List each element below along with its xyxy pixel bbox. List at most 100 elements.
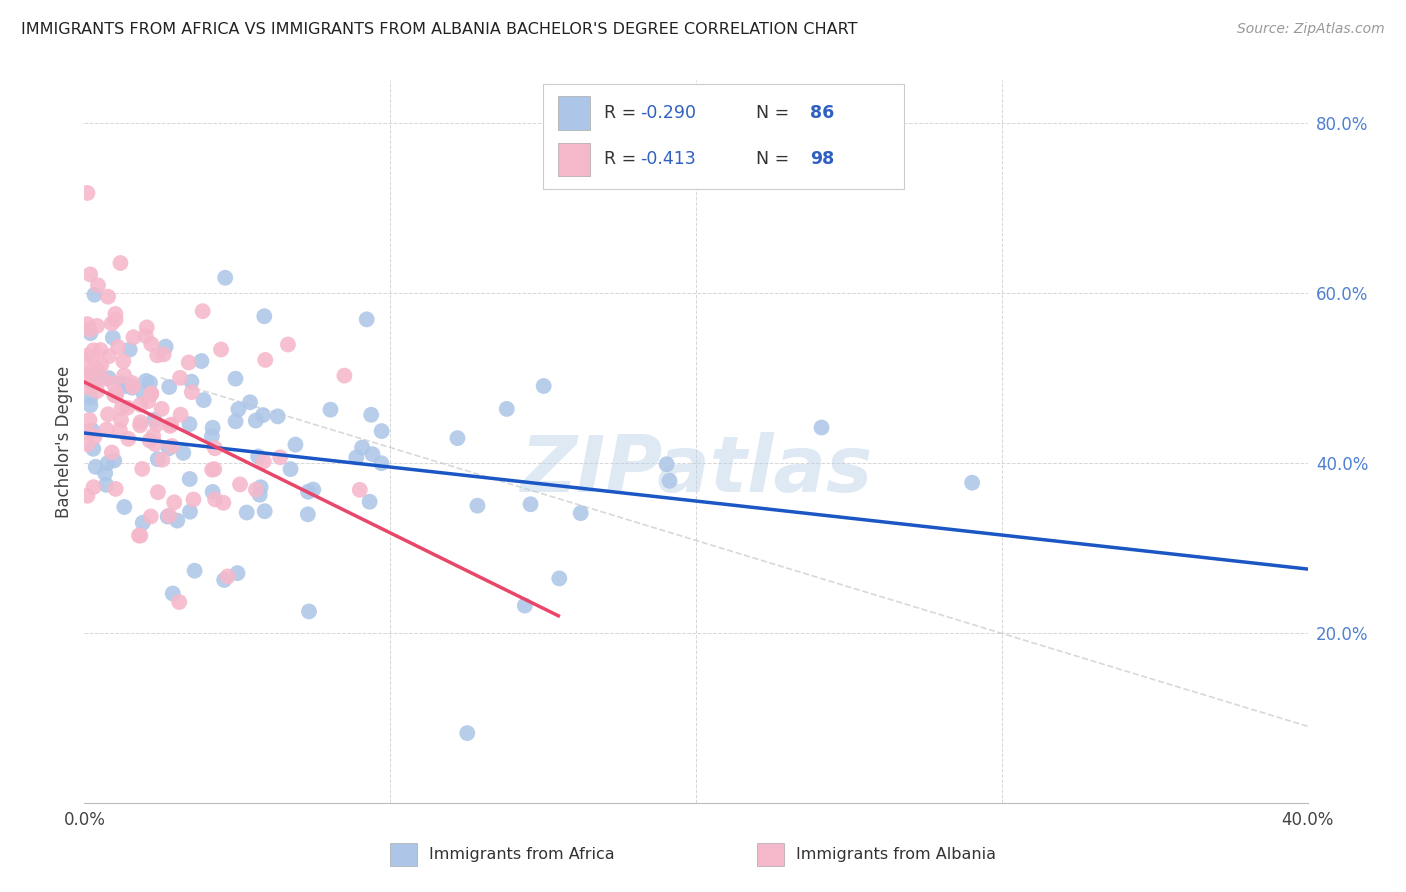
- Point: [76, 363, 98, 377]
- Point: [141, 387, 163, 401]
- Point: [446, 431, 468, 445]
- Point: [214, 270, 236, 285]
- Point: [146, 485, 169, 500]
- Point: [467, 499, 489, 513]
- Point: [162, 586, 184, 600]
- Point: [83, 429, 105, 443]
- Point: [225, 414, 247, 428]
- Bar: [558, 96, 591, 130]
- Point: [150, 401, 173, 416]
- Point: [269, 450, 291, 465]
- Point: [160, 417, 183, 432]
- Point: [108, 423, 131, 437]
- Bar: [558, 143, 591, 176]
- Point: [179, 505, 201, 519]
- Point: [76, 489, 98, 503]
- Y-axis label: Bachelor's Degree: Bachelor's Degree: [55, 366, 73, 517]
- Point: [298, 604, 321, 618]
- Point: [349, 483, 371, 497]
- Point: [254, 353, 277, 368]
- Point: [370, 424, 392, 438]
- Point: [87, 278, 110, 293]
- Point: [284, 437, 307, 451]
- Point: [157, 442, 180, 456]
- Point: [101, 445, 124, 459]
- Point: [86, 361, 108, 376]
- Point: [239, 395, 262, 409]
- Point: [128, 528, 150, 542]
- Point: [163, 495, 186, 509]
- Point: [101, 331, 124, 345]
- Point: [212, 496, 235, 510]
- Point: [96, 422, 118, 436]
- Point: [360, 408, 382, 422]
- Point: [82, 343, 104, 358]
- Point: [166, 514, 188, 528]
- Point: [94, 477, 117, 491]
- Point: [97, 290, 120, 304]
- Point: [112, 379, 135, 393]
- Point: [87, 368, 110, 383]
- Point: [548, 571, 571, 585]
- Point: [513, 599, 536, 613]
- Point: [129, 528, 152, 542]
- Text: N =: N =: [756, 104, 794, 122]
- Bar: [391, 843, 418, 866]
- Point: [89, 343, 111, 357]
- Point: [79, 391, 101, 405]
- Point: [112, 354, 135, 368]
- Point: [143, 437, 166, 451]
- Point: [253, 504, 276, 518]
- Point: [132, 387, 155, 401]
- Point: [152, 347, 174, 361]
- Point: [97, 371, 120, 385]
- Point: [277, 337, 299, 351]
- Point: [253, 310, 276, 324]
- Point: [249, 488, 271, 502]
- Text: IMMIGRANTS FROM AFRICA VS IMMIGRANTS FROM ALBANIA BACHELOR'S DEGREE CORRELATION : IMMIGRANTS FROM AFRICA VS IMMIGRANTS FRO…: [21, 22, 858, 37]
- Point: [177, 355, 200, 369]
- Point: [456, 726, 478, 740]
- Text: Immigrants from Albania: Immigrants from Albania: [796, 847, 997, 863]
- Point: [103, 453, 125, 467]
- Text: 86: 86: [810, 104, 834, 122]
- Point: [118, 343, 141, 357]
- Point: [533, 379, 555, 393]
- Point: [83, 480, 105, 494]
- Point: [82, 442, 104, 456]
- Point: [155, 340, 177, 354]
- Point: [98, 349, 121, 363]
- Point: [103, 376, 125, 391]
- Point: [201, 463, 224, 477]
- Point: [157, 508, 180, 523]
- Point: [86, 318, 108, 333]
- Point: [267, 409, 290, 424]
- Point: [104, 389, 127, 403]
- Point: [201, 421, 224, 435]
- Point: [157, 380, 180, 394]
- Point: [245, 483, 267, 497]
- Point: [156, 509, 179, 524]
- Text: -0.413: -0.413: [641, 151, 696, 169]
- Point: [150, 452, 173, 467]
- Point: [129, 415, 152, 429]
- Point: [141, 386, 163, 401]
- Point: [97, 407, 120, 421]
- Point: [136, 394, 159, 409]
- Bar: [758, 843, 785, 866]
- Point: [201, 484, 224, 499]
- Point: [79, 323, 101, 337]
- Point: [77, 381, 100, 395]
- Point: [297, 508, 319, 522]
- Point: [226, 566, 249, 581]
- Point: [117, 401, 139, 415]
- Point: [179, 417, 201, 431]
- Point: [79, 268, 101, 282]
- Text: N =: N =: [756, 151, 794, 169]
- Point: [228, 402, 250, 417]
- Point: [202, 462, 225, 476]
- Point: [76, 317, 98, 331]
- Text: -0.290: -0.290: [641, 104, 696, 122]
- Point: [86, 384, 108, 398]
- Point: [139, 509, 162, 524]
